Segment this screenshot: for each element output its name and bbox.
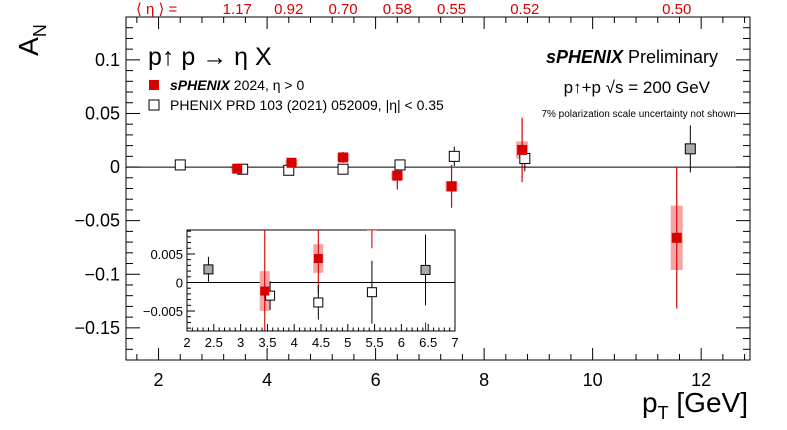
eta-header-value: 0.55 (437, 1, 466, 18)
inset-phenix-point (366, 287, 377, 298)
sphenix-point (671, 232, 682, 243)
inset-sphenix-point (367, 210, 376, 219)
y-tick-label: 0 (110, 157, 120, 177)
x-tick-label: 6 (371, 370, 381, 390)
polarization-note: 7% polarization scale uncertainty not sh… (541, 109, 736, 120)
inset-phenix-point (420, 264, 431, 275)
phenix-point (337, 163, 349, 175)
eta-header-value: 0.58 (383, 1, 412, 18)
phenix-point (394, 159, 406, 171)
inset-chart: 2 2.5 3 3.5 4 4.5 5 5.5 6 6.5 7 0.005 0 −0.005 (143, 210, 459, 391)
inset-x-tick-label: 2.5 (205, 335, 223, 350)
inset-sphenix-syst-box (421, 357, 431, 391)
inset-sphenix-syst-box (366, 230, 377, 232)
inset-x-tick-label: 6 (398, 335, 405, 350)
system-label: p↑+p √s = 200 GeV (564, 78, 711, 97)
eta-header-label: ⟨ η ⟩ = (136, 1, 178, 18)
x-axis-label: pT [GeV] (642, 387, 748, 423)
inset-sphenix-point (421, 369, 430, 378)
inset-sphenix-point (313, 254, 323, 264)
inset-y-tick-label: 0 (176, 275, 183, 290)
inset-x-tick-label: 5.5 (366, 335, 384, 350)
eta-header-value: 0.92 (274, 1, 303, 18)
x-tick-label: 10 (583, 370, 603, 390)
sphenix-point (286, 157, 297, 168)
legend-marker-sphenix (149, 80, 159, 90)
inset-data (187, 210, 455, 391)
eta-header-value: 0.52 (510, 1, 539, 18)
eta-header-value: 1.17 (223, 1, 252, 18)
main-axes: 2 4 6 8 10 12 0.1 0.05 0 −0.05 −0.1 −0.15 (74, 16, 751, 390)
inset-phenix-point (313, 297, 324, 308)
inset-x-tick-label: 5 (344, 335, 351, 350)
inset-x-tick-label: 3 (237, 335, 244, 350)
inset-sphenix-point (260, 286, 270, 296)
legend-marker-phenix (148, 99, 160, 111)
y-tick-label: 0.05 (85, 103, 120, 123)
sphenix-point (392, 170, 403, 181)
inset-x-tick-label: 6.5 (419, 335, 437, 350)
chart-title: p↑ p → η X (148, 43, 272, 71)
inset-x-tick-label: 2 (183, 335, 190, 350)
main-data-markers (174, 117, 696, 309)
sphenix-point (446, 181, 457, 192)
sphenix-point (338, 152, 349, 163)
experiment-label: sPHENIX Preliminary (546, 47, 718, 67)
inset-phenix-point (203, 264, 214, 275)
phenix-point (684, 143, 696, 155)
y-tick-label: −0.05 (74, 211, 120, 231)
inset-x-tick-label: 4 (291, 335, 298, 350)
sphenix-point (232, 163, 243, 174)
x-tick-label: 8 (479, 370, 489, 390)
phenix-point (174, 159, 186, 171)
y-tick-label: −0.15 (74, 318, 120, 338)
inset-x-tick-label: 3.5 (258, 335, 276, 350)
x-tick-label: 4 (262, 370, 272, 390)
inset-x-tick-label: 4.5 (312, 335, 330, 350)
y-tick-label: 0.1 (95, 50, 120, 70)
x-tick-label: 12 (691, 370, 711, 390)
inset-y-tick-label: 0.005 (150, 247, 183, 262)
sphenix-point (517, 144, 528, 155)
eta-header-value: 0.50 (662, 1, 691, 18)
legend: sPHENIX 2024, η > 0 PHENIX PRD 103 (2021… (148, 77, 444, 113)
inset-phenix-point (265, 290, 276, 301)
eta-header-value: 0.70 (328, 1, 357, 18)
legend-entry-phenix: PHENIX PRD 103 (2021) 052009, |η| < 0.35 (170, 97, 444, 113)
inset-x-tick-label: 7 (451, 335, 458, 350)
phenix-point (448, 150, 460, 162)
eta-header: ⟨ η ⟩ = 1.17 0.92 0.70 0.58 0.55 0.52 0.50 (136, 1, 691, 18)
experiment-annotation: sPHENIX Preliminary p↑+p √s = 200 GeV 7%… (541, 47, 736, 120)
y-tick-label: −0.1 (84, 264, 120, 284)
phenix-point (519, 152, 531, 164)
inset-y-tick-label: −0.005 (143, 304, 183, 319)
y-axis-label: AN (13, 24, 50, 56)
x-tick-label: 2 (154, 370, 164, 390)
legend-entry-sphenix: sPHENIX 2024, η > 0 (170, 77, 304, 93)
